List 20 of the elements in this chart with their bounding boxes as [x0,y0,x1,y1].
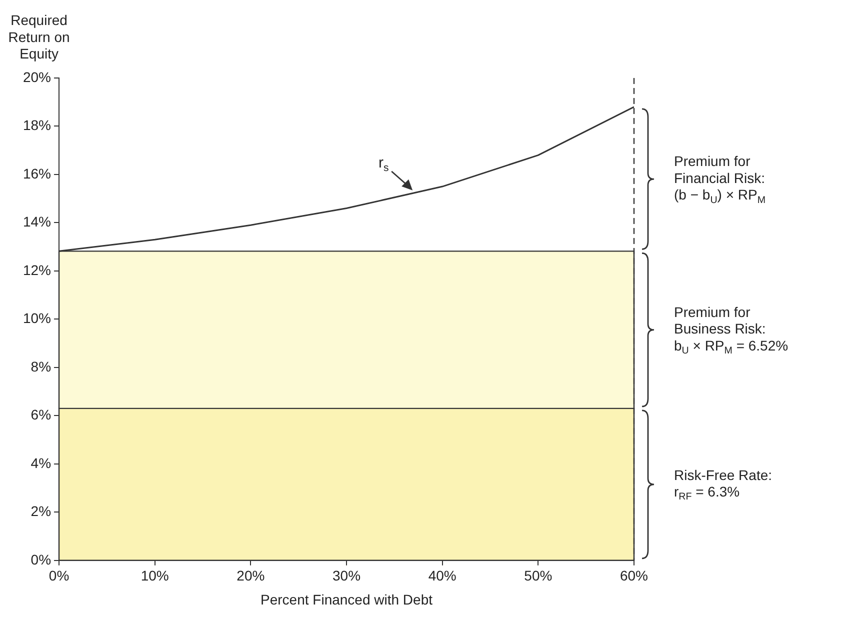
y-tick-label: 4% [30,454,52,471]
y-axis-title: Required Return on Equity [8,12,70,62]
x-tick-label: 50% [524,568,552,584]
y-tick-label: 10% [22,310,52,326]
y-tick-label: 18% [22,117,52,134]
x-axis-title: Percent Financed with Debt [260,591,433,608]
y-tick-label: 20% [22,68,52,85]
x-tick-label: 0% [48,568,70,584]
y-tick-label: 0% [30,551,52,568]
x-tick-label: 40% [428,568,456,584]
y-tick-label: 12% [22,262,52,278]
y-tick-label: 2% [30,503,52,520]
x-tick-label: 20% [236,568,265,584]
x-tick-label: 30% [332,568,361,584]
x-tick-label: 10% [140,568,169,584]
y-tick-label: 6% [30,406,52,423]
y-tick-label: 16% [22,165,52,182]
y-tick-label: 8% [30,358,52,374]
y-tick-label: 14% [22,214,52,230]
x-tick-label: 60% [620,568,648,584]
